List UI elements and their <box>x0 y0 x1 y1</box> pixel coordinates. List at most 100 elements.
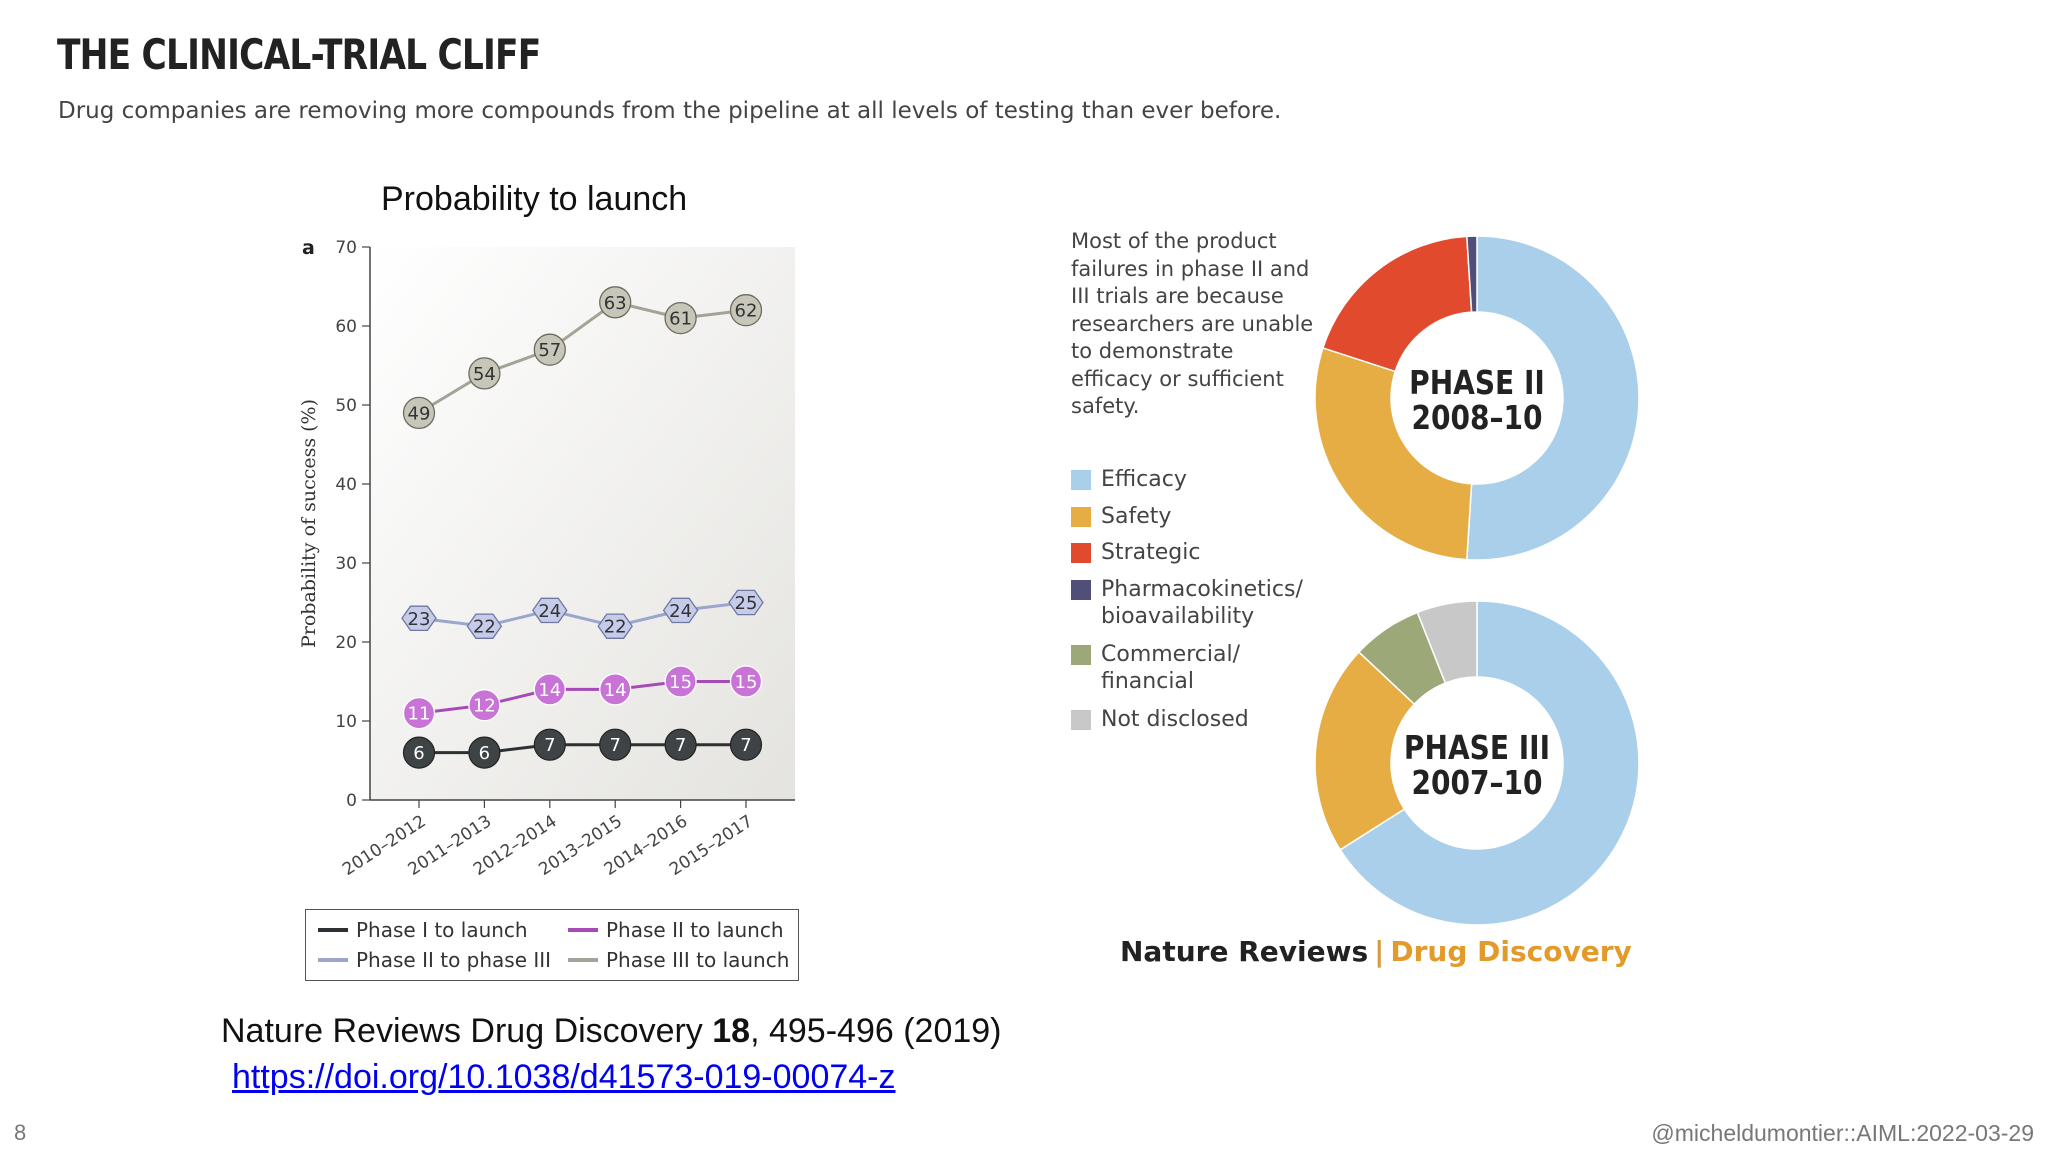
data-label: 14 <box>604 680 627 701</box>
data-label: 11 <box>408 704 431 725</box>
y-axis-label: Probability of success (%) <box>298 399 320 648</box>
pie-legend-label-line2: bioavailability <box>1101 604 1255 629</box>
pie-slice-strategic <box>1321 235 1473 373</box>
citation-pages: , 495-496 (2019) <box>750 1012 1002 1050</box>
data-label: 12 <box>473 696 496 717</box>
data-point-marker <box>402 396 436 430</box>
data-label: 62 <box>735 301 758 322</box>
pie-legend-label-block: Commercial/ financial <box>1101 641 1240 695</box>
data-label: 14 <box>538 680 561 701</box>
data-label: 7 <box>609 735 620 756</box>
data-point-marker <box>729 294 763 327</box>
legend-swatch <box>318 958 348 962</box>
data-label: 23 <box>408 609 431 630</box>
plot-area <box>370 247 795 800</box>
pie-slice-efficacy <box>1339 600 1640 926</box>
data-label: 22 <box>604 617 627 638</box>
data-label: 6 <box>413 743 424 764</box>
series-phase-ii-to-launch: 11 12 14 14 15 15 <box>402 665 763 730</box>
pie-slice-safety <box>1314 346 1473 561</box>
y-tick-label: 40 <box>335 475 357 495</box>
series-phase-i-to-launch: 6 6 7 7 7 7 <box>402 728 763 769</box>
panel-label: a <box>302 237 315 259</box>
donut-center-period: 2007–10 <box>1411 765 1542 803</box>
data-point-marker <box>466 613 503 639</box>
pie-legend-swatch <box>1071 543 1091 563</box>
data-point-marker <box>402 696 436 730</box>
data-label: 63 <box>604 293 627 314</box>
pie-legend-item-commercial: Commercial/ financial <box>1071 641 1240 695</box>
data-point-marker <box>532 597 568 624</box>
pie-legend-item-not-disclosed: Not disclosed <box>1071 706 1249 733</box>
pie-legend-item-safety: Safety <box>1071 503 1171 530</box>
pie-legend-label-line2: financial <box>1101 669 1195 694</box>
brand-part2: Drug Discovery <box>1390 935 1632 968</box>
pie-legend-label: Safety <box>1101 504 1172 529</box>
data-point-marker <box>662 597 699 624</box>
y-tick-label: 20 <box>335 633 357 653</box>
pie-legend-label: Pharmacokinetics/ <box>1101 577 1303 602</box>
pie-legend-label: Commercial/ <box>1101 642 1240 667</box>
legend-swatch <box>568 958 598 962</box>
pie-legend-item-efficacy: Efficacy <box>1071 466 1187 493</box>
data-point-marker <box>468 689 501 722</box>
citation-volume: 18 <box>712 1012 751 1050</box>
slide-title: THE CLINICAL-TRIAL CLIFF <box>57 30 541 79</box>
pie-legend-label: Strategic <box>1101 540 1201 565</box>
donut-center-title: PHASE II <box>1409 365 1545 403</box>
data-point-marker <box>664 728 697 761</box>
data-label: 7 <box>740 735 751 756</box>
pie-legend-item-strategic: Strategic <box>1071 539 1200 566</box>
data-point-marker <box>599 728 632 761</box>
pie-legend-swatch <box>1071 645 1091 665</box>
legend-item-phase3-launch: Phase III to launch <box>568 948 789 972</box>
legend-swatch <box>568 928 598 932</box>
y-tick-label: 50 <box>335 396 357 416</box>
data-label: 57 <box>538 340 561 361</box>
line-chart-title: Probability to launch <box>381 180 688 218</box>
citation: Nature Reviews Drug Discovery 18, 495-49… <box>221 1012 1002 1051</box>
data-point-marker <box>533 673 566 706</box>
data-label: 6 <box>479 743 490 764</box>
data-point-marker <box>729 665 763 698</box>
footer-handle: @micheldumontier::AIML:2022-03-29 <box>1651 1120 2034 1146</box>
legend-item-phase2-phase3: Phase II to phase III <box>318 948 551 972</box>
legend-label: Phase III to launch <box>606 948 790 972</box>
data-point-marker <box>401 605 437 632</box>
data-label: 7 <box>544 735 555 756</box>
data-point-marker <box>728 589 764 616</box>
doi-link[interactable]: https://doi.org/10.1038/d41573-019-00074… <box>232 1058 896 1096</box>
brand-part1: Nature Reviews <box>1120 935 1369 968</box>
data-point-marker <box>599 673 632 706</box>
data-label: 7 <box>675 735 686 756</box>
donut-center-title: PHASE III <box>1404 730 1550 768</box>
y-tick-label: 60 <box>335 317 357 337</box>
legend-label: Phase I to launch <box>356 918 528 942</box>
pie-slice-pharmacokinetics-bioavailability <box>1466 235 1478 313</box>
series-phase-iii-to-launch: 49 54 57 63 61 62 <box>402 286 763 430</box>
data-label: 22 <box>473 617 496 638</box>
pie-legend-label-block: Pharmacokinetics/ bioavailability <box>1101 576 1303 630</box>
y-tick-label: 0 <box>346 791 357 811</box>
data-label: 49 <box>408 403 431 424</box>
line-chart-legend: Phase I to launch Phase II to launch Pha… <box>305 909 799 981</box>
slide-number: 8 <box>14 1120 27 1145</box>
y-tick-label: 30 <box>335 554 357 574</box>
pie-explanation-note: Most of the product failures in phase II… <box>1071 229 1314 418</box>
pie-legend-label: Not disclosed <box>1101 707 1249 732</box>
line-chart: 0 10 20 30 40 50 60 70 a Probability of success (… <box>298 237 795 880</box>
nature-reviews-brand: Nature Reviews | Drug Discovery <box>1120 935 1632 968</box>
data-point-marker <box>597 613 633 639</box>
data-point-marker <box>402 736 436 769</box>
pie-slice-efficacy <box>1466 235 1640 561</box>
data-point-marker <box>468 357 501 390</box>
data-label: 24 <box>538 601 561 622</box>
pie-legend-swatch <box>1071 710 1091 730</box>
data-label: 15 <box>669 672 692 693</box>
series-phase-ii-to-phase-iii: 23 22 24 22 24 25 <box>401 589 764 639</box>
pie-legend-item-pharmacokinetics: Pharmacokinetics/ bioavailability <box>1071 576 1303 630</box>
citation-journal: Nature Reviews Drug Discovery <box>221 1012 703 1050</box>
